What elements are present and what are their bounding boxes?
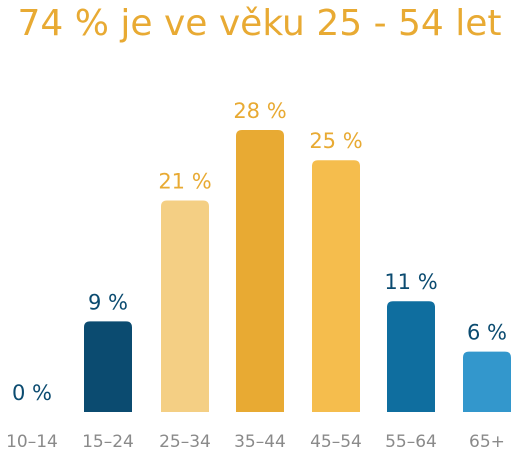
bar-65+: [463, 351, 511, 412]
value-label-45–54: 25 %: [309, 129, 362, 153]
value-label-65+: 6 %: [467, 321, 507, 345]
x-tick-label-25–34: 25–34: [159, 432, 211, 452]
value-label-55–64: 11 %: [384, 270, 437, 294]
bar-35–44: [236, 130, 284, 412]
bar-15–24: [84, 321, 132, 412]
x-tick-label-15–24: 15–24: [82, 432, 134, 452]
value-label-15–24: 9 %: [88, 290, 128, 314]
x-tick-label-65+: 65+: [469, 432, 505, 452]
value-label-10–14: 0 %: [12, 381, 52, 405]
x-tick-label-35–44: 35–44: [234, 432, 286, 452]
bar-55–64: [387, 301, 435, 412]
bar-25–34: [161, 200, 209, 412]
bar-45–54: [312, 160, 360, 412]
x-tick-label-45–54: 45–54: [310, 432, 362, 452]
x-tick-label-10–14: 10–14: [6, 432, 58, 452]
value-label-35–44: 28 %: [233, 99, 286, 123]
value-label-25–34: 21 %: [158, 170, 211, 194]
chart-title: 74 % je ve věku 25 - 54 let: [17, 3, 502, 44]
x-tick-label-55–64: 55–64: [385, 432, 437, 452]
